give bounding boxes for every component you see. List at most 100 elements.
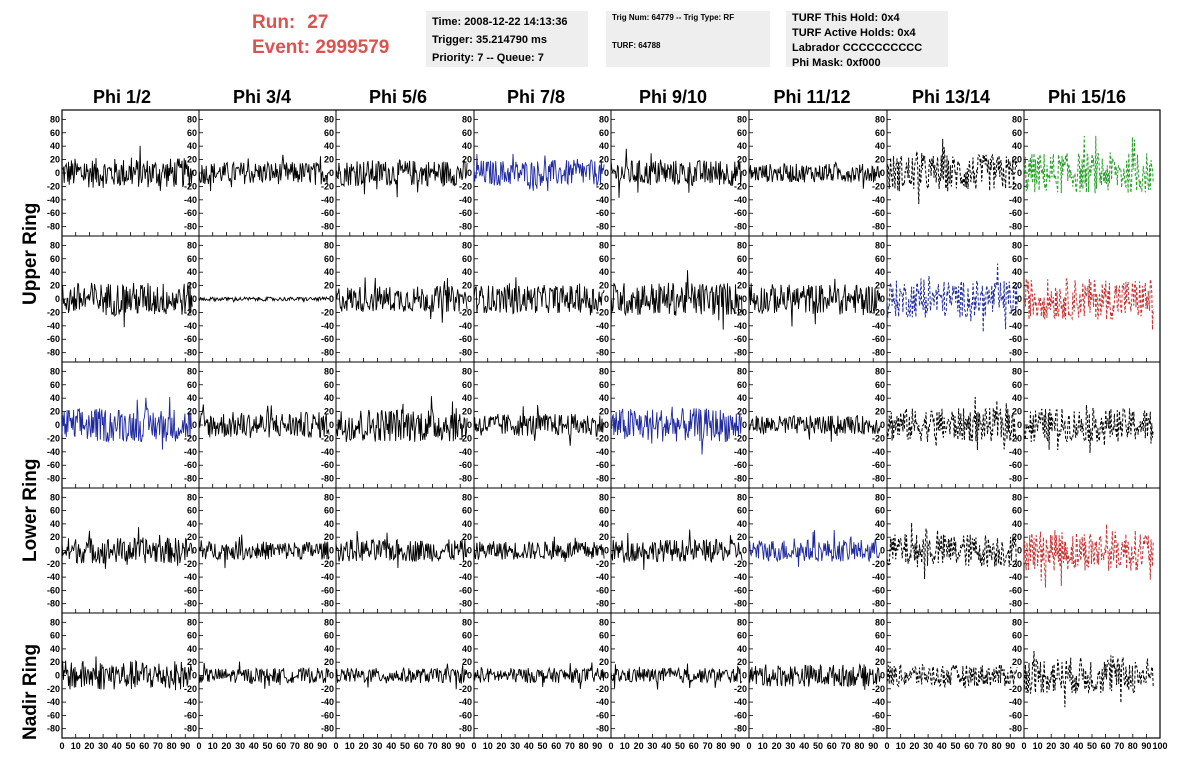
- y-tick-label: -40: [734, 321, 747, 331]
- y-tick-label: -60: [459, 585, 472, 595]
- y-tick-label: -20: [596, 307, 609, 317]
- x-tick-label: 10: [1033, 741, 1043, 751]
- y-tick-label: 20: [737, 532, 747, 542]
- y-tick-label: 40: [462, 267, 472, 277]
- waveform-trace: [198, 295, 330, 303]
- waveform-trace: [335, 396, 468, 442]
- waveform-trace: [198, 154, 330, 192]
- y-tick-label: -80: [47, 348, 60, 358]
- y-tick-label: -60: [47, 710, 60, 720]
- y-tick-label: -80: [1009, 599, 1022, 609]
- y-tick-label: -40: [596, 447, 609, 457]
- y-tick-label: 20: [50, 407, 60, 417]
- y-tick-label: 0: [604, 294, 609, 304]
- y-tick-label: 40: [324, 393, 334, 403]
- y-tick-label: 80: [737, 366, 747, 376]
- x-tick-label: 0: [471, 741, 476, 751]
- y-tick-label: 20: [875, 155, 885, 165]
- waveform-trace: [1023, 405, 1154, 453]
- x-tick-label: 100: [1152, 741, 1167, 751]
- waveform-trace: [610, 663, 743, 690]
- y-tick-label: 20: [737, 657, 747, 667]
- y-tick-label: -80: [459, 724, 472, 734]
- col-title: Phi 13/14: [911, 87, 991, 107]
- x-tick-label: 20: [84, 741, 94, 751]
- y-tick-label: -40: [321, 195, 334, 205]
- y-tick-label: -80: [596, 222, 609, 232]
- trig-num-text: Trig Num: 64779 -- Trig Type: RF: [612, 13, 735, 22]
- x-tick-label: 50: [400, 741, 410, 751]
- x-tick-label: 80: [441, 741, 451, 751]
- y-tick-label: -40: [459, 195, 472, 205]
- y-tick-label: 60: [324, 380, 334, 390]
- y-tick-label: 0: [604, 671, 609, 681]
- y-tick-label: 60: [324, 254, 334, 264]
- y-tick-label: -60: [734, 585, 747, 595]
- y-tick-label: -40: [184, 572, 197, 582]
- y-tick-label: -20: [47, 433, 60, 443]
- x-tick-label: 30: [372, 741, 382, 751]
- y-tick-label: -20: [1009, 181, 1022, 191]
- x-tick-label: 90: [1141, 741, 1151, 751]
- y-tick-label: -60: [321, 208, 334, 218]
- run-value: 27: [307, 12, 329, 33]
- y-tick-label: 80: [1012, 366, 1022, 376]
- waveform-trace: [1023, 135, 1154, 194]
- y-tick-label: 60: [1012, 380, 1022, 390]
- y-tick-label: 80: [599, 240, 609, 250]
- waveform-trace: [748, 161, 881, 189]
- y-tick-label: 60: [737, 254, 747, 264]
- waveform-trace: [473, 536, 605, 562]
- x-tick-label: 0: [608, 741, 613, 751]
- y-tick-label: 60: [50, 631, 60, 641]
- y-tick-label: 40: [187, 393, 197, 403]
- y-tick-label: 40: [875, 141, 885, 151]
- y-tick-label: -60: [459, 460, 472, 470]
- y-tick-label: -60: [1009, 710, 1022, 720]
- y-tick-label: 80: [187, 240, 197, 250]
- y-tick-label: 20: [599, 657, 609, 667]
- x-tick-label: 80: [1128, 741, 1138, 751]
- x-tick-label: 30: [235, 741, 245, 751]
- y-tick-label: -20: [734, 307, 747, 317]
- y-tick-label: 40: [599, 267, 609, 277]
- y-tick-label: -20: [459, 181, 472, 191]
- y-tick-label: 80: [187, 114, 197, 124]
- y-tick-label: -80: [47, 599, 60, 609]
- y-tick-label: -40: [734, 572, 747, 582]
- turf-active-text: TURF Active Holds: 0x4: [792, 27, 916, 39]
- x-tick-label: 20: [359, 741, 369, 751]
- x-tick-label: 50: [675, 741, 685, 751]
- x-tick-label: 0: [333, 741, 338, 751]
- y-tick-label: 80: [875, 617, 885, 627]
- waveform-trace: [198, 534, 330, 569]
- y-tick-label: -80: [872, 724, 885, 734]
- waveform-trace: [335, 277, 468, 323]
- y-tick-label: 40: [1012, 644, 1022, 654]
- x-tick-label: 0: [884, 741, 889, 751]
- y-tick-label: 60: [462, 380, 472, 390]
- y-tick-label: 80: [50, 114, 60, 124]
- col-title: Phi 1/2: [92, 87, 152, 107]
- y-tick-label: -40: [596, 572, 609, 582]
- y-tick-label: -20: [459, 307, 472, 317]
- y-tick-label: -80: [459, 474, 472, 484]
- y-tick-label: 60: [1012, 254, 1022, 264]
- y-tick-label: 80: [737, 114, 747, 124]
- y-tick-label: 0: [55, 420, 60, 430]
- x-tick-label: 20: [909, 741, 919, 751]
- y-tick-label: -80: [321, 599, 334, 609]
- y-tick-label: -80: [872, 474, 885, 484]
- labrador-text: Labrador CCCCCCCCCC: [792, 42, 923, 54]
- y-tick-label: 0: [55, 294, 60, 304]
- x-tick-label: 80: [304, 741, 314, 751]
- y-tick-label: 60: [875, 506, 885, 516]
- y-tick-label: 60: [187, 254, 197, 264]
- y-tick-label: -40: [184, 195, 197, 205]
- y-tick-label: 0: [329, 546, 334, 556]
- y-tick-label: -80: [321, 348, 334, 358]
- y-tick-label: 0: [55, 168, 60, 178]
- y-tick-label: 80: [1012, 114, 1022, 124]
- y-tick-label: -80: [459, 222, 472, 232]
- y-tick-label: -20: [459, 559, 472, 569]
